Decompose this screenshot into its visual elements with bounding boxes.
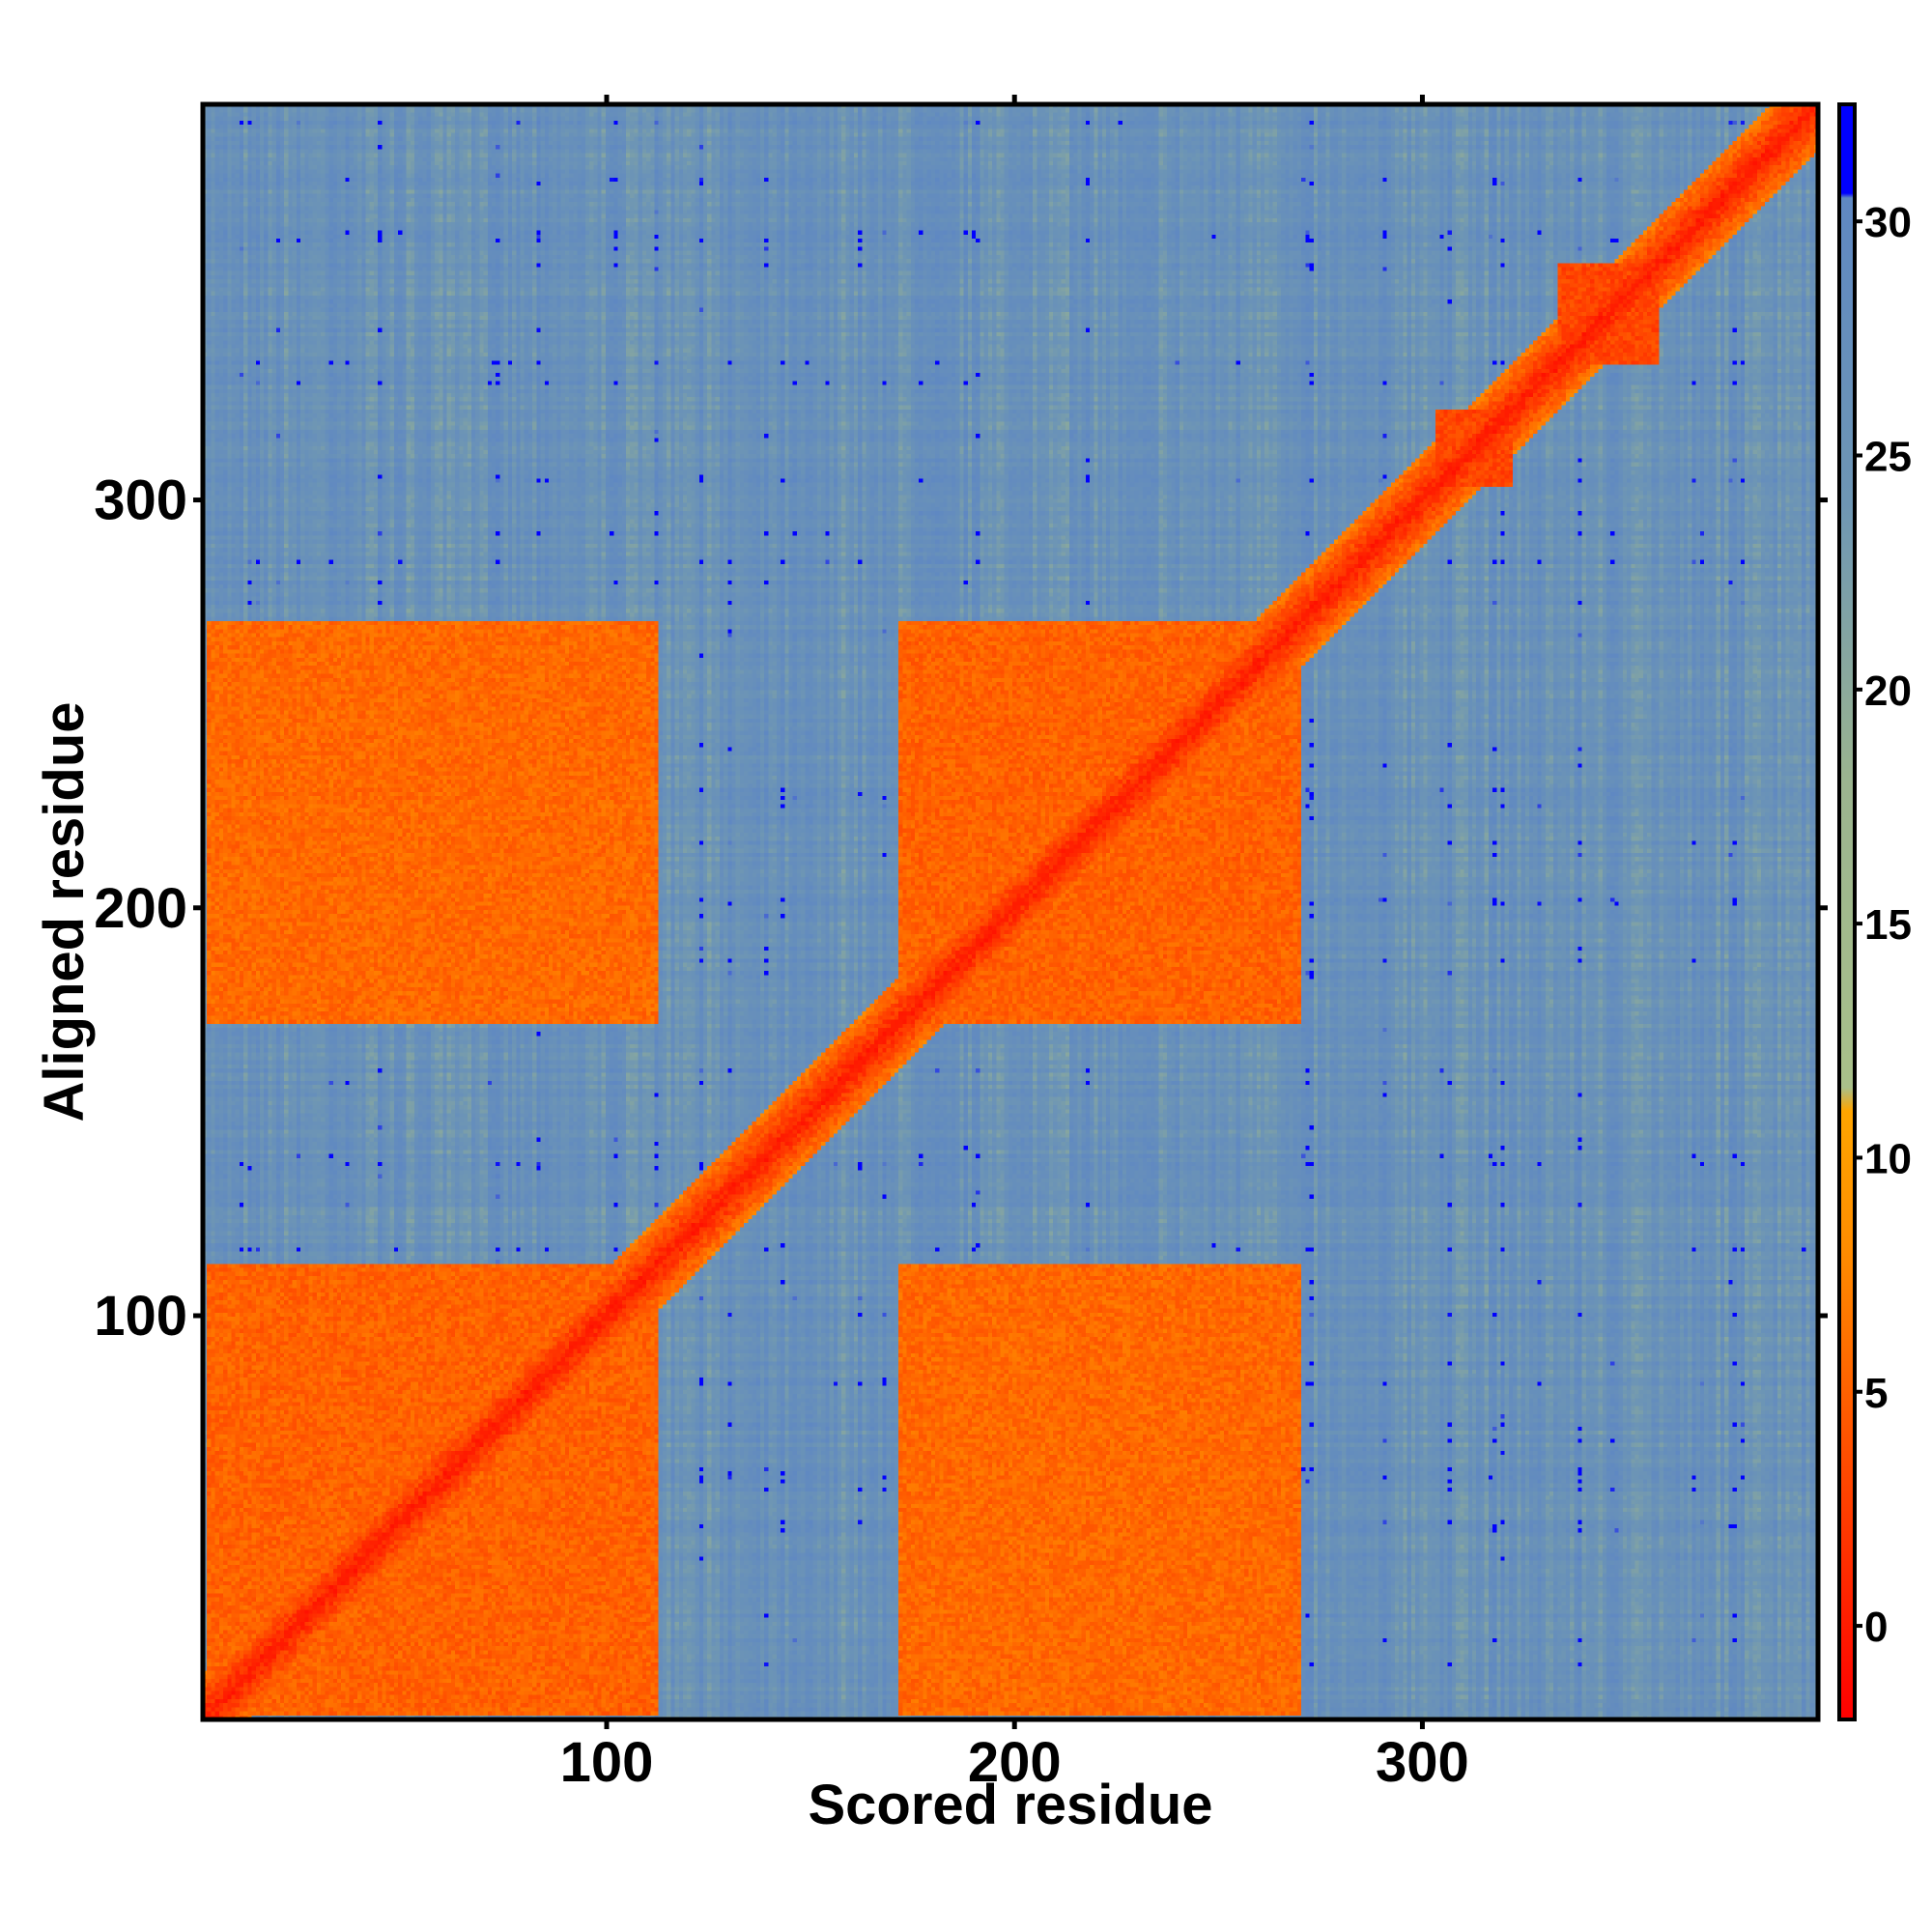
y-tick-label: 200 (94, 877, 187, 940)
y-tick-label: 300 (94, 469, 187, 532)
colorbar-tick-label: 10 (1864, 1135, 1912, 1182)
x-tick-label: 300 (1376, 1731, 1469, 1794)
colorbar-ticks: 0 5 10 15 20 25 30 (1855, 199, 1912, 1651)
x-tick-label: 200 (968, 1731, 1062, 1794)
colorbar-gradient (1837, 102, 1857, 1721)
colorbar-tick-label: 5 (1864, 1370, 1888, 1417)
plot-frame (200, 101, 1821, 1722)
heatmap-image (203, 104, 1818, 1719)
y-tick-label: 100 (94, 1285, 187, 1348)
x-tick-label: 100 (560, 1731, 654, 1794)
y-axis-title: Aligned residue (33, 701, 96, 1122)
colorbar-tick-label: 20 (1864, 668, 1912, 715)
colorbar-tick-label: 15 (1864, 901, 1912, 949)
x-axis: 100 200 300 (560, 95, 1469, 1794)
x-axis-title: Scored residue (808, 1774, 1212, 1836)
colorbar-tick-label: 25 (1864, 433, 1912, 480)
colorbar-tick-label: 0 (1864, 1604, 1888, 1651)
y-axis: 100 200 300 (94, 469, 1828, 1348)
heatmap-cells (203, 104, 1818, 1719)
colorbar-tick-label: 30 (1864, 199, 1912, 246)
colorbar: 0 5 10 15 20 25 30 (1837, 102, 1912, 1721)
